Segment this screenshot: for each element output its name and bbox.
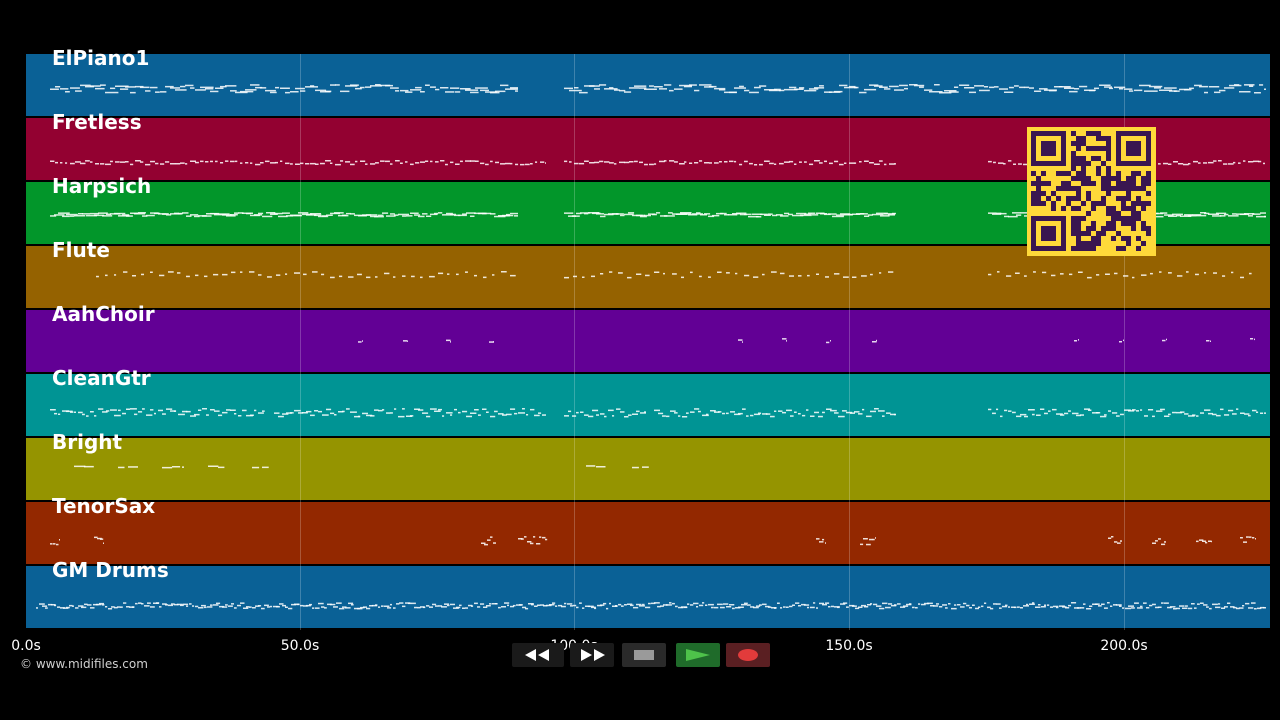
record-button[interactable] <box>726 643 770 667</box>
copyright-text: © www.midifiles.com <box>20 657 148 671</box>
record-icon <box>738 649 758 661</box>
rewind-icon <box>525 649 549 661</box>
track-lanes: ElPiano1 Fretless Harpsich Flute AahChoi… <box>26 46 1270 630</box>
fast-forward-button[interactable] <box>570 643 614 667</box>
track-name: Flute <box>52 238 110 262</box>
play-button[interactable] <box>676 643 720 667</box>
time-tick-label: 200.0s <box>1100 638 1148 654</box>
track-lane-6[interactable]: Bright <box>26 430 1270 500</box>
rewind-button[interactable] <box>512 643 564 667</box>
time-tick-label: 50.0s <box>280 638 320 654</box>
qr-code-pattern <box>1031 131 1151 251</box>
track-name: ElPiano1 <box>52 46 150 70</box>
play-icon <box>686 649 710 661</box>
transport-controls <box>510 643 770 669</box>
time-tick-label: 150.0s <box>825 638 873 654</box>
track-lane-7[interactable]: TenorSax <box>26 494 1270 564</box>
track-lane-8[interactable]: GM Drums <box>26 558 1270 628</box>
track-name: Bright <box>52 430 123 454</box>
track-lane-3[interactable]: Flute <box>26 238 1270 308</box>
track-lane-4[interactable]: AahChoir <box>26 302 1270 372</box>
time-tick-label: 0.0s <box>11 638 41 654</box>
track-name: AahChoir <box>52 302 155 326</box>
qr-code <box>1027 127 1156 256</box>
stop-icon <box>634 650 654 660</box>
track-name: CleanGtr <box>52 366 151 390</box>
track-name: TenorSax <box>52 494 156 518</box>
stop-button[interactable] <box>622 643 666 667</box>
track-lane-0[interactable]: ElPiano1 <box>26 46 1270 116</box>
fast-forward-icon <box>581 649 605 661</box>
track-name: GM Drums <box>52 558 169 582</box>
track-name: Harpsich <box>52 174 152 198</box>
track-name: Fretless <box>52 110 142 134</box>
track-lane-5[interactable]: CleanGtr <box>26 366 1270 436</box>
